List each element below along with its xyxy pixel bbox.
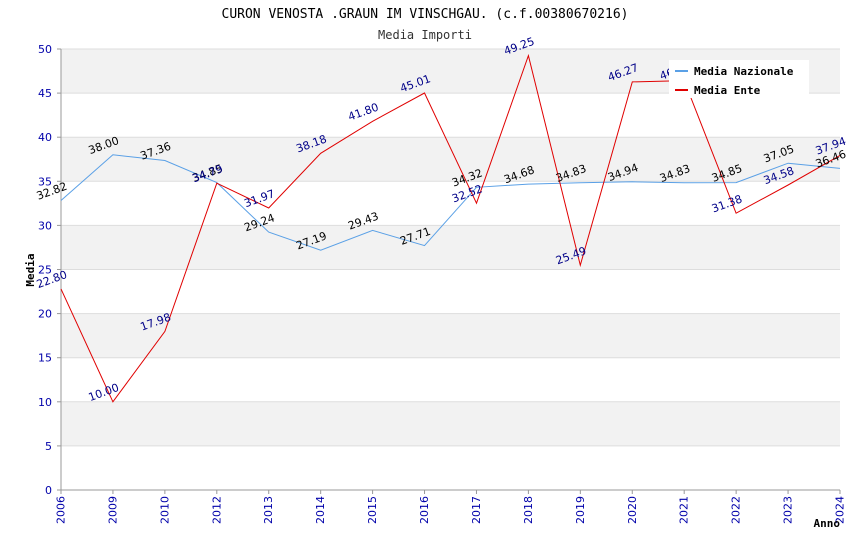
data-label-media-ente: 31.97 xyxy=(243,187,277,210)
axes xyxy=(57,48,841,494)
y-tick-label: 10 xyxy=(38,396,52,409)
x-tick-label: 2013 xyxy=(262,496,275,524)
y-tick-label: 25 xyxy=(38,264,52,277)
y-tick-label: 30 xyxy=(38,219,52,232)
x-tick-label: 2020 xyxy=(626,496,639,524)
x-tick-label: 2006 xyxy=(55,496,68,524)
x-tick-label: 2014 xyxy=(314,496,327,524)
y-tick-label: 0 xyxy=(45,484,52,497)
series-line-media-ente xyxy=(60,53,841,403)
y-tick-label: 40 xyxy=(38,131,52,144)
legend: Media Nazionale Media Ente xyxy=(669,60,809,98)
grid-band xyxy=(61,401,840,446)
y-tick-labels: 0 5 10 15 20 25 30 35 40 45 50 xyxy=(38,43,52,497)
y-tick-label: 15 xyxy=(38,352,52,365)
series-line-media-nazionale xyxy=(60,154,841,251)
legend-box xyxy=(669,60,809,98)
chart-subtitle: Media Importi xyxy=(378,28,472,42)
x-axis-label: Anno xyxy=(814,517,841,530)
grid-band xyxy=(61,313,840,358)
x-tick-label: 2009 xyxy=(106,496,119,524)
x-tick-label: 2022 xyxy=(730,496,743,524)
legend-label: Media Ente xyxy=(694,84,761,97)
x-tick-label: 2015 xyxy=(366,496,379,524)
grid-band xyxy=(61,137,840,182)
legend-label: Media Nazionale xyxy=(694,65,794,78)
y-tick-label: 45 xyxy=(38,87,52,100)
x-tick-labels: 2006 2009 2010 2012 2013 2014 2015 2016 2017 2018… xyxy=(55,496,847,524)
y-tick-label: 35 xyxy=(38,175,52,188)
y-tick-label: 50 xyxy=(38,43,52,56)
grid-band xyxy=(61,225,840,270)
grid-bands xyxy=(61,49,840,446)
y-tick-label: 5 xyxy=(45,440,52,453)
x-tick-label: 2018 xyxy=(522,496,535,524)
series-lines xyxy=(60,53,841,403)
x-tick-label: 2021 xyxy=(678,496,691,524)
x-tick-label: 2019 xyxy=(574,496,587,524)
chart-title: CURON VENOSTA .GRAUN IM VINSCHGAU. (c.f.… xyxy=(222,7,629,22)
x-tick-label: 2017 xyxy=(470,496,483,524)
x-tick-label: 2016 xyxy=(418,496,431,524)
x-tick-label: 2024 xyxy=(834,496,847,524)
y-axis-label: Media xyxy=(24,253,37,286)
data-label-media-ente: 10.00 xyxy=(87,381,121,404)
x-tick-label: 2012 xyxy=(210,496,223,524)
x-tick-label: 2010 xyxy=(158,496,171,524)
grid-lines xyxy=(61,48,840,491)
y-tick-label: 20 xyxy=(38,308,52,321)
x-tick-label: 2023 xyxy=(782,496,795,524)
